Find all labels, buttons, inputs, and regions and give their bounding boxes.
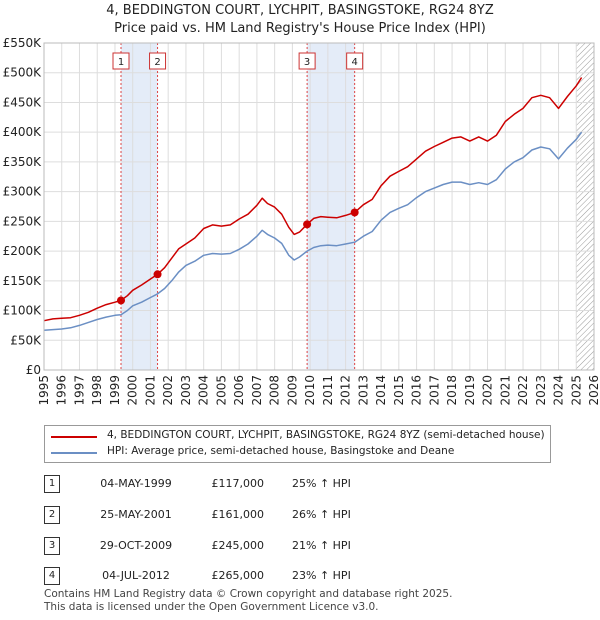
x-tick-label: 2007 xyxy=(250,375,264,406)
x-tick-label: 2019 xyxy=(463,375,477,406)
x-tick-label: 2016 xyxy=(410,375,424,406)
x-tick-label: 2005 xyxy=(214,375,228,406)
legend-swatch-hpi xyxy=(51,452,97,454)
hpi-line xyxy=(43,131,583,331)
y-tick-label: £350K xyxy=(3,155,43,169)
x-tick-label: 1996 xyxy=(55,375,69,406)
sale-point xyxy=(153,270,162,279)
sale-marker-label: 3 xyxy=(304,57,310,68)
x-tick-label: 2010 xyxy=(303,375,317,406)
legend-swatch-property xyxy=(51,436,97,438)
x-tick-label: 2023 xyxy=(534,375,548,406)
legend-label-hpi: HPI: Average price, semi-detached house,… xyxy=(107,445,455,457)
x-tick-label: 1997 xyxy=(72,375,86,406)
x-tick-label: 2000 xyxy=(126,375,140,406)
legend-label-property: 4, BEDDINGTON COURT, LYCHPIT, BASINGSTOK… xyxy=(107,429,545,441)
x-tick-label: 1999 xyxy=(108,375,122,406)
x-tick-label: 2014 xyxy=(374,375,388,406)
y-tick-label: £400K xyxy=(3,125,43,139)
sale-date: 04-MAY-1999 xyxy=(100,477,172,490)
x-tick-label: 2011 xyxy=(321,375,335,406)
y-tick-label: £250K xyxy=(3,214,43,228)
x-tick-label: 1998 xyxy=(90,375,104,406)
x-tick-label: 2018 xyxy=(445,375,459,406)
x-tick-label: 2025 xyxy=(569,375,583,406)
sale-point xyxy=(117,296,125,305)
sale-hpi-diff: 26% ↑ HPI xyxy=(292,508,351,521)
x-tick-label: 2020 xyxy=(481,375,495,406)
x-tick-label: 2026 xyxy=(587,375,600,406)
sale-price: £117,000 xyxy=(211,477,265,490)
property-price-line xyxy=(43,77,583,322)
y-tick-label: £200K xyxy=(3,244,43,258)
sale-price: £161,000 xyxy=(211,508,265,521)
chart-title-line1: 4, BEDDINGTON COURT, LYCHPIT, BASINGSTOK… xyxy=(106,3,494,18)
x-tick-label: 2022 xyxy=(516,375,530,406)
sale-marker-box xyxy=(298,52,316,70)
sale-hpi-diff: 21% ↑ HPI xyxy=(292,539,351,552)
y-tick-label: £450K xyxy=(3,95,43,109)
x-tick-label: 2002 xyxy=(161,375,175,406)
sale-hpi-diff: 25% ↑ HPI xyxy=(292,477,351,490)
plot-frame xyxy=(43,42,595,371)
chart-title-line2: Price paid vs. HM Land Registry's House … xyxy=(114,21,486,36)
shaded-period xyxy=(307,43,355,370)
sale-hpi-diff: 23% ↑ HPI xyxy=(292,569,351,582)
x-tick-label: 2021 xyxy=(498,375,512,406)
y-tick-label: £150K xyxy=(3,274,43,288)
sale-price: £265,000 xyxy=(211,569,265,582)
x-tick-label: 2003 xyxy=(179,375,193,406)
legend: 4, BEDDINGTON COURT, LYCHPIT, BASINGSTOK… xyxy=(44,425,551,463)
y-tick-label: £550K xyxy=(3,36,43,50)
hatched-region xyxy=(576,43,594,370)
y-tick-label: £50K xyxy=(10,333,42,347)
footer-licence: This data is licensed under the Open Gov… xyxy=(44,601,379,613)
x-tick-label: 1995 xyxy=(37,375,51,406)
y-tick-label: £0 xyxy=(26,363,41,377)
sale-point xyxy=(303,220,312,229)
x-tick-label: 2015 xyxy=(392,375,406,406)
sale-marker-box xyxy=(112,52,130,70)
x-tick-label: 2012 xyxy=(339,375,353,406)
x-tick-label: 2009 xyxy=(285,375,299,406)
x-tick-label: 2004 xyxy=(197,375,211,406)
sale-marker-box xyxy=(346,52,364,70)
y-tick-label: £300K xyxy=(3,185,43,199)
y-tick-label: £500K xyxy=(3,66,43,80)
x-tick-label: 2024 xyxy=(552,375,566,406)
sale-point xyxy=(350,208,359,217)
x-tick-label: 2008 xyxy=(268,375,282,406)
sale-date: 29-OCT-2009 xyxy=(99,539,173,552)
x-tick-label: 2001 xyxy=(143,375,157,406)
sale-marker-label: 2 xyxy=(154,57,160,68)
sale-number-badge: 4 xyxy=(44,567,60,585)
sale-marker-box xyxy=(149,52,167,70)
sale-date: 04-JUL-2012 xyxy=(102,569,170,582)
sale-marker-label: 1 xyxy=(118,57,124,68)
footer-copyright: Contains HM Land Registry data © Crown c… xyxy=(44,588,453,600)
shaded-period xyxy=(121,43,158,370)
sale-price: £245,000 xyxy=(211,539,265,552)
y-tick-label: £100K xyxy=(3,304,43,318)
sale-date: 25-MAY-2001 xyxy=(100,508,172,521)
x-tick-label: 2017 xyxy=(427,375,441,406)
sale-number-badge: 2 xyxy=(44,506,60,524)
x-tick-label: 2006 xyxy=(232,375,246,406)
sale-marker-label: 4 xyxy=(351,57,357,68)
x-tick-label: 2013 xyxy=(356,375,370,406)
price-chart: 1 2 3 4 £0 £50K £100K £150K £200K £250K £300K £350… xyxy=(3,36,600,406)
sale-number-badge: 1 xyxy=(44,475,60,493)
sale-number-badge: 3 xyxy=(44,537,60,555)
